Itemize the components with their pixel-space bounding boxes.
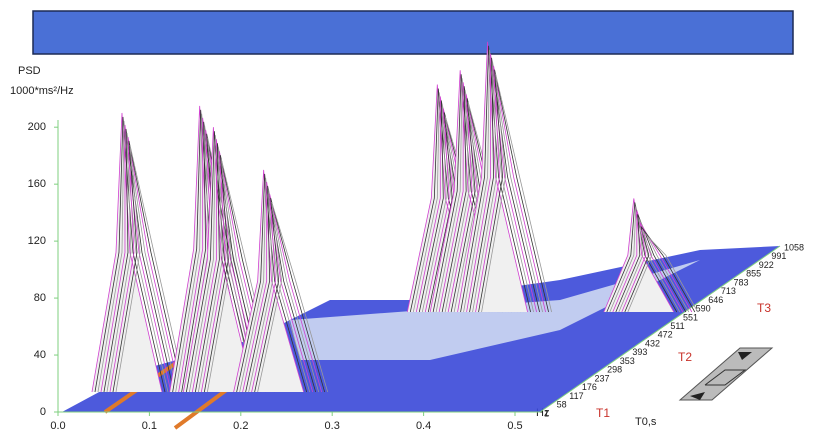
y-tick-label: 200: [28, 121, 46, 133]
chart: PSD 1000*ms²/Hz Hz T0,s 040801201602000.…: [0, 0, 832, 432]
y-tick-label: 80: [34, 292, 46, 304]
x-tick-label: 0.5: [507, 420, 522, 432]
depth-tick-label: 353: [620, 356, 635, 366]
x-tick-label: 0.4: [416, 420, 431, 432]
depth-tick-label: 117: [569, 391, 583, 401]
y-tick-label: 40: [34, 349, 46, 361]
depth-tick-label: 432: [645, 338, 660, 348]
x-tick-label: 0.2: [233, 420, 248, 432]
y-tick-label: 160: [28, 178, 46, 190]
x-tick-label: 0.0: [50, 420, 65, 432]
depth-tick-label: 646: [708, 295, 723, 305]
spectral-peak: [458, 42, 552, 312]
spectral-peak: [92, 113, 186, 392]
depth-tick-label: 855: [746, 269, 761, 279]
phase-label: T1: [596, 406, 610, 420]
y-tick-label: 0: [40, 406, 46, 418]
y-tick-label: 120: [28, 235, 46, 247]
x-tick-label: 0.1: [142, 420, 157, 432]
header-bar: [33, 11, 793, 54]
depth-tick-label: 922: [759, 260, 774, 270]
y-unit: 1000*ms²/Hz: [10, 85, 74, 97]
depth-tick-label: 472: [658, 330, 673, 340]
depth-tick-label: 176: [582, 382, 597, 392]
depth-tick-label: 590: [696, 304, 711, 314]
depth-tick-label: 58: [557, 400, 567, 410]
depth-tick-label: 393: [632, 347, 647, 357]
depth-tick-label: 783: [733, 277, 748, 287]
x-tick-label: 0.3: [325, 420, 340, 432]
depth-tick-label: 237: [595, 373, 610, 383]
depth-tick-label: 298: [607, 365, 622, 375]
depth-tick-label: 511: [670, 321, 684, 331]
phase-label: T2: [678, 350, 692, 364]
phase-label: T3: [757, 301, 771, 315]
depth-tick-label: 1: [544, 408, 549, 418]
control-icon: [680, 348, 772, 400]
depth-tick-label: 551: [683, 312, 698, 322]
y-label: PSD: [18, 65, 41, 77]
depth-tick-label: 713: [721, 286, 736, 296]
depth-label: T0,s: [635, 416, 657, 428]
depth-tick-label: 991: [771, 251, 786, 261]
depth-tick-label: 1058: [784, 242, 804, 252]
